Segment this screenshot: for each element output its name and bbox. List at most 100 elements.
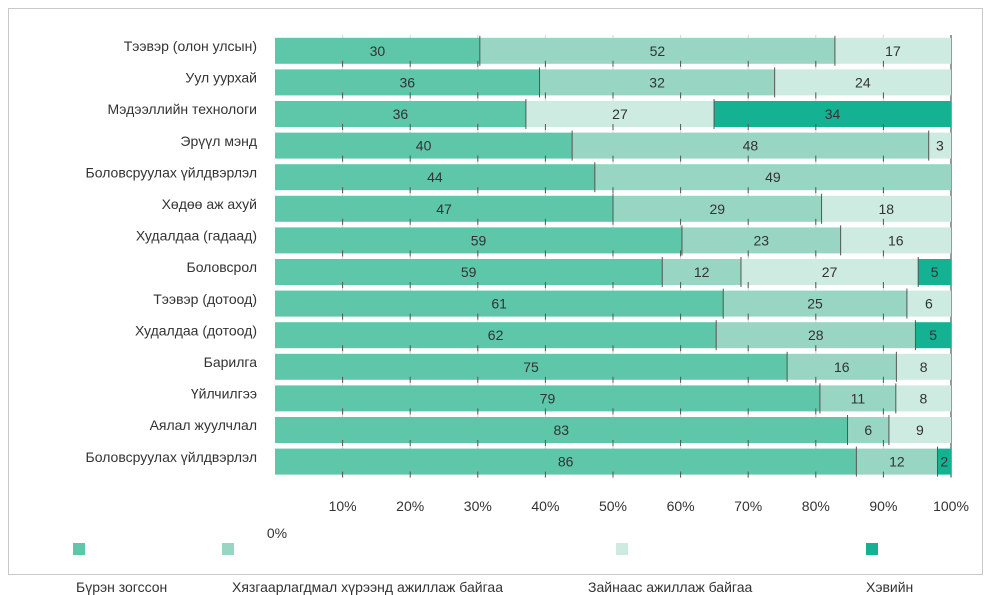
category-label: Барилга [204,354,258,370]
bar-segment [819,385,896,412]
category-label: Хөдөө аж ахуй [162,196,257,212]
bar-segment [928,132,951,159]
category-label: Боловсруулах үйлдвэрлэл [86,449,257,465]
bar-value-label: 49 [765,169,781,185]
bar-segment [275,322,717,349]
bar-segment [275,37,480,64]
x-tick-label: 70% [734,498,762,514]
bar-segment [539,69,775,96]
bar-value-label: 44 [427,169,443,185]
legend-swatch [222,543,234,555]
bar-segment [275,132,573,159]
bar-segment [275,353,788,380]
bar-value-label: 11 [851,390,866,406]
category-label: Худалдаа (дотоод) [135,322,257,338]
bar-value-label: 86 [558,454,574,470]
bar-segment [937,448,951,475]
bar-segment [275,101,526,127]
bar-value-label: 18 [878,201,894,217]
legend-label-full-stop: Бүрэн зогссон [76,579,168,595]
x-tick-label: 60% [667,498,695,514]
legend-swatch [866,543,878,555]
legend-swatch [73,543,85,555]
x-tick-label: 30% [464,498,492,514]
bar-value-label: 40 [416,138,432,154]
bar-value-label: 36 [393,106,409,122]
category-label: Тээвэр (олон улсын) [124,38,257,54]
bar-value-label: 27 [822,264,838,280]
x-tick-label: 50% [599,498,627,514]
bar-value-label: 29 [709,201,725,217]
bar-segment [275,448,857,475]
legend-swatches [73,543,878,555]
bar-value-label: 9 [916,422,924,438]
bar-segment [714,101,951,127]
category-labels: Тээвэр (олон улсын) Уул уурхай Мэдээллийн … [86,38,258,465]
bar-segment [275,417,848,443]
x-tick-label: 20% [396,498,424,514]
bar-segment [834,37,951,64]
bar-segment [594,164,951,191]
bar-segment [525,101,715,127]
bar-value-label: 12 [889,454,905,470]
category-label: Боловсруулах үйлдвэрлэл [86,164,257,180]
bar-value-label: 5 [931,264,939,280]
x-tick-label: 80% [802,498,830,514]
category-label: Уул уурхай [185,70,257,86]
x-tick-label: 40% [531,498,559,514]
bar-segment [275,259,663,285]
bar-value-label: 6 [864,422,872,438]
legend: Бүрэн зогссон Хязгаарлагдмал хүрээнд ажи… [0,573,990,595]
bar-value-label: 32 [649,74,665,90]
bar-segment [915,322,951,349]
bar-segment [787,353,897,380]
bar-value-label: 17 [885,43,901,59]
bar-segment [662,259,741,285]
bar-value-label: 61 [491,296,507,312]
bar-value-label: 75 [523,359,539,375]
bar-segment [275,227,682,254]
bar-value-label: 83 [553,422,569,438]
category-label: Эрүүл мэнд [180,133,257,149]
bar-value-label: 6 [925,296,933,312]
bar-value-label: 27 [612,106,628,122]
bar-value-label: 16 [834,359,850,375]
bar-value-label: 2 [940,454,948,470]
bar-value-label: 3 [936,138,944,154]
x-tick-label: 100% [933,498,969,514]
bar-value-label: 16 [888,232,904,248]
bar-segment [716,322,916,349]
bar-segment [681,227,841,254]
bar-segment [275,164,595,191]
bar-value-label: 25 [807,296,823,312]
bar-segment [275,69,540,96]
bar-segment [723,290,907,317]
category-label: Мэдээллийн технологи [107,101,257,117]
legend-label-remote: Зайнаас ажиллаж байгаа [588,579,753,595]
bar-segment [896,353,951,380]
bar-value-label: 36 [399,74,415,90]
bar-value-label: 79 [540,390,556,406]
bar-value-label: 12 [694,264,710,280]
bar-value-label: 30 [370,43,386,59]
bar-value-label: 8 [920,359,928,375]
bar-value-label: 28 [808,327,824,343]
bar-segment [275,290,724,317]
legend-swatch [616,543,628,555]
bars [275,37,951,475]
x-tick-label: 90% [869,498,897,514]
bar-segment [906,290,951,317]
bar-segment [613,195,822,222]
x-tick-label: 10% [329,498,357,514]
bar-value-label: 24 [855,74,871,90]
bar-segment [888,417,951,443]
bar-segment [774,69,951,96]
bar-segment [275,385,820,412]
bar-value-label: 47 [436,201,452,217]
category-label: Худалдаа (гадаад) [136,228,257,244]
bar-segment [856,448,938,475]
bar-segment [479,37,835,64]
bar-segment [275,195,613,222]
